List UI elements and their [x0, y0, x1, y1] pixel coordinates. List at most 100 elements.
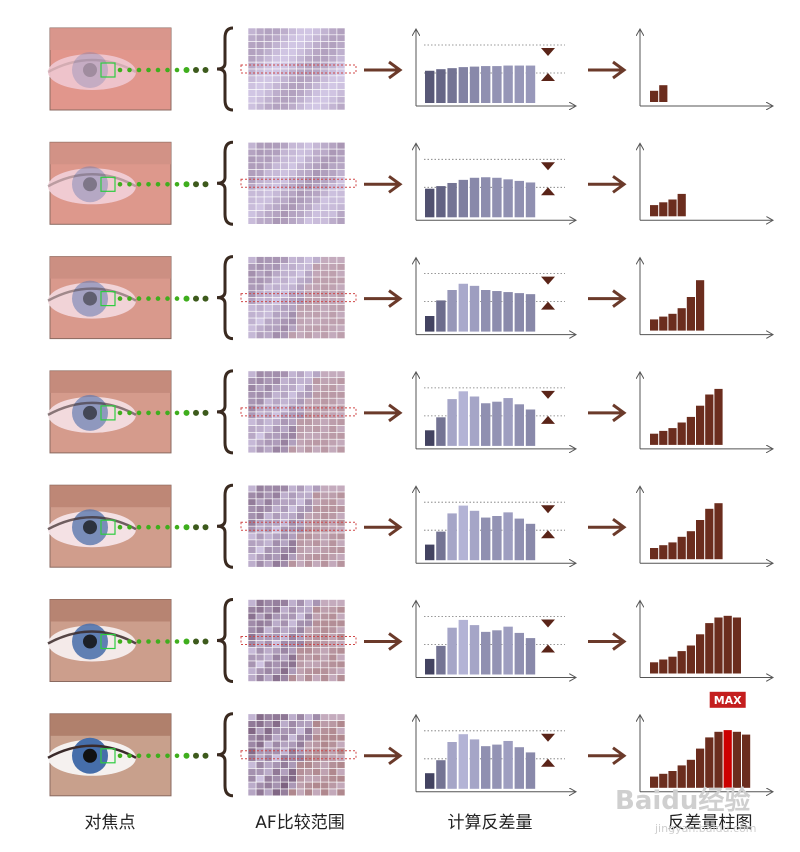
- grid-cell: [271, 162, 281, 170]
- grid-cell: [296, 512, 305, 520]
- grid-cell: [336, 203, 346, 211]
- eye-photo: [47, 713, 172, 797]
- grid-cell: [247, 370, 257, 379]
- grid-cell: [271, 612, 281, 621]
- grid-cell: [255, 768, 265, 776]
- grid-cell: [336, 269, 346, 278]
- focus-box: [100, 176, 116, 192]
- eye-pupil: [83, 405, 97, 420]
- grid-cell: [296, 404, 305, 413]
- grid-cell: [296, 713, 305, 721]
- grid-cell: [271, 445, 281, 454]
- grid-cell: [255, 404, 265, 413]
- grid-cell: [255, 148, 265, 157]
- histogram-bar: [714, 617, 723, 674]
- grid-cell: [336, 370, 346, 379]
- dotted-connector: [117, 409, 209, 416]
- grid-cell: [288, 727, 297, 735]
- histogram-chart: [640, 259, 772, 335]
- grid-cell: [320, 532, 330, 541]
- grid-cell: [296, 539, 305, 547]
- grid-cell: [296, 102, 305, 111]
- grid-cell: [336, 647, 346, 655]
- grid-cell: [255, 82, 265, 90]
- histogram-bar: [650, 90, 659, 102]
- grid-cell: [312, 331, 322, 339]
- grid-cell: [328, 788, 338, 797]
- grid-cell: [288, 34, 297, 42]
- connector-dot: [193, 752, 199, 759]
- grid-cell: [288, 102, 297, 111]
- grid-cell: [296, 297, 305, 305]
- grid-cell: [296, 310, 305, 319]
- grid-cell: [312, 411, 322, 420]
- grid-cell: [336, 498, 346, 507]
- grid-cell: [304, 761, 313, 769]
- eye-brow-area: [50, 142, 171, 165]
- grid-cell: [312, 505, 322, 513]
- grid-cell: [304, 276, 313, 285]
- grid-cell: [336, 667, 346, 675]
- contrast-bar: [503, 179, 513, 218]
- grid-cell: [320, 484, 330, 493]
- grid-cell: [296, 546, 305, 554]
- grid-cell: [280, 713, 289, 721]
- grid-cell: [288, 203, 297, 211]
- grid-cell: [320, 142, 330, 150]
- upper-marker: [541, 733, 555, 742]
- contrast-bar: [469, 66, 480, 103]
- row-2: [47, 140, 772, 226]
- grid-cell: [288, 297, 297, 305]
- eye-lid-line: [47, 401, 137, 416]
- grid-cell: [320, 733, 330, 742]
- grid-cell: [304, 546, 313, 554]
- grid-cell: [255, 519, 265, 527]
- af-grid: [240, 599, 357, 682]
- grid-cell: [288, 317, 297, 326]
- grid-cell: [304, 48, 313, 56]
- grid-cell: [312, 75, 322, 83]
- row-1: [47, 26, 772, 112]
- grid-cell: [296, 640, 305, 648]
- grid-cell: [296, 210, 305, 218]
- dotted-connector: [117, 181, 209, 188]
- grid-cell: [320, 162, 330, 170]
- grid-cell: [296, 377, 305, 385]
- grid-cell: [247, 491, 257, 500]
- grid-cell: [296, 519, 305, 527]
- grid-cell: [271, 148, 281, 157]
- grid-cell: [263, 674, 273, 682]
- grid-cell: [247, 539, 257, 547]
- grid-cell: [328, 155, 338, 164]
- grid-cell: [280, 155, 289, 164]
- grid-cell: [288, 640, 297, 648]
- grid-cell: [263, 553, 273, 561]
- grid-cell: [304, 384, 313, 392]
- grid-cell: [320, 674, 330, 682]
- grid-cell: [255, 41, 265, 49]
- grid-cell: [263, 660, 273, 669]
- grid-cell: [263, 612, 273, 621]
- grid-cell: [296, 89, 305, 97]
- grid-cell: [247, 761, 257, 769]
- grid-cell: [336, 512, 346, 520]
- grid-cell: [328, 445, 338, 454]
- grid-cell: [247, 525, 257, 534]
- grid-cell: [336, 660, 346, 669]
- grid-cell: [328, 210, 338, 218]
- grid-cell: [280, 162, 289, 170]
- grid-cell: [255, 283, 265, 292]
- grid-cell: [304, 633, 313, 641]
- histogram-bar: [714, 503, 723, 560]
- histogram-bar: [686, 416, 695, 445]
- grid-cell: [336, 304, 346, 312]
- connector-dot: [127, 182, 132, 187]
- grid-cell: [328, 41, 338, 49]
- grid-cell: [304, 310, 313, 319]
- grid-cell: [336, 27, 346, 36]
- grid-cell: [312, 263, 322, 271]
- grid-cell: [296, 61, 305, 70]
- grid-cell: [296, 384, 305, 392]
- grid-cell: [271, 377, 281, 385]
- contrast-bar: [503, 65, 513, 103]
